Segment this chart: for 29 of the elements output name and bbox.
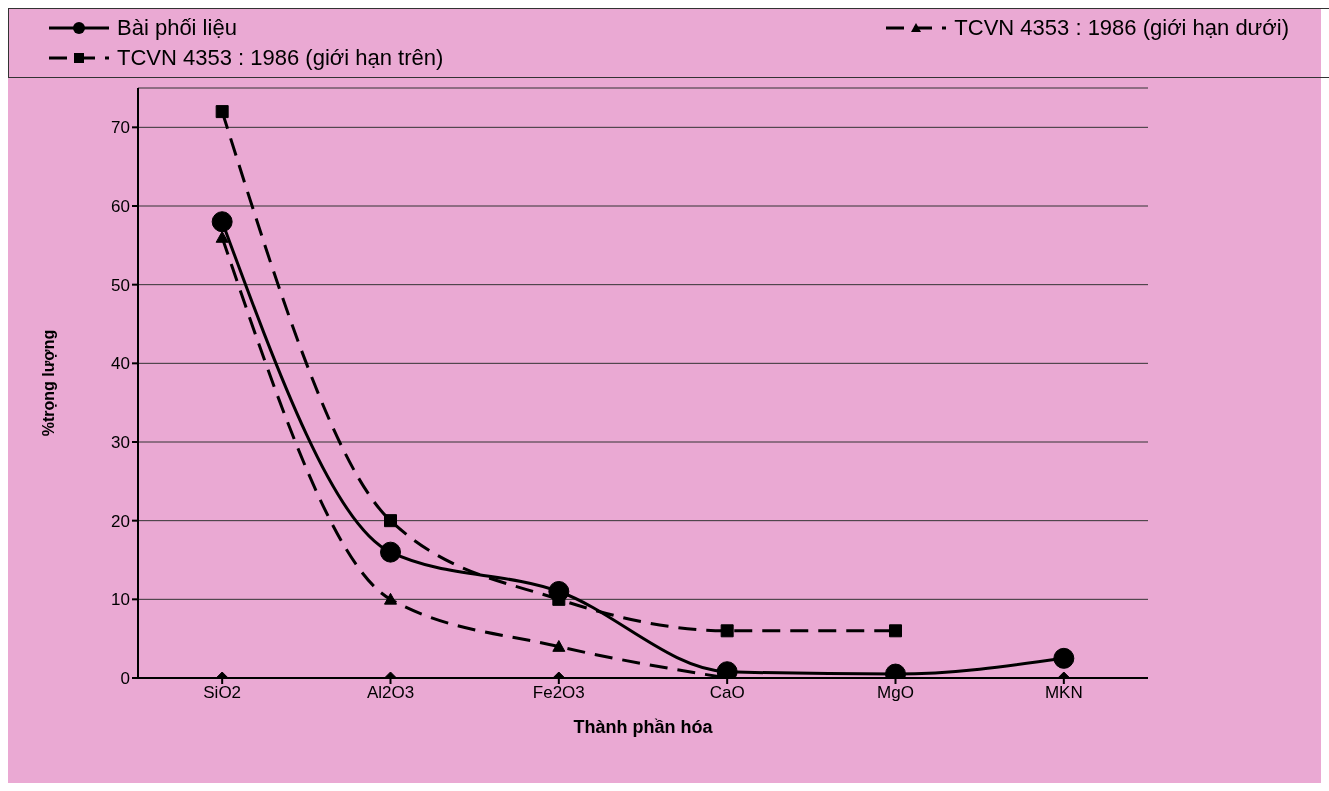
point bbox=[384, 592, 397, 605]
point bbox=[1053, 647, 1075, 669]
point bbox=[889, 624, 902, 638]
point bbox=[552, 640, 566, 652]
y-tick-label: 50 bbox=[111, 275, 130, 295]
y-tick-label: 0 bbox=[120, 669, 130, 689]
x-axis-title: Thành phần hóa bbox=[573, 717, 714, 737]
y-tick-label: 60 bbox=[111, 197, 130, 217]
y-tick-label: 10 bbox=[111, 590, 130, 610]
point bbox=[384, 514, 397, 528]
y-tick-label: 30 bbox=[111, 433, 130, 453]
y-tick-label: 20 bbox=[111, 511, 130, 531]
y-tick-label: 70 bbox=[111, 118, 130, 138]
point bbox=[720, 624, 734, 638]
x-tick-label: MgO bbox=[877, 683, 914, 703]
point bbox=[211, 211, 233, 233]
legend-label: TCVN 4353 : 1986 (giới hạn trên) bbox=[117, 45, 444, 71]
x-tick-label: CaO bbox=[709, 683, 745, 703]
point bbox=[215, 230, 229, 243]
y-axis-title: %trọng lượng bbox=[39, 329, 57, 437]
legend-label: Bài phối liệu bbox=[117, 15, 237, 41]
x-tick-label: MKN bbox=[1044, 683, 1083, 703]
y-tick-label: 40 bbox=[111, 354, 130, 374]
point bbox=[380, 541, 401, 563]
legend-label: TCVN 4353 : 1986 (giới hạn dưới) bbox=[954, 15, 1289, 41]
x-tick-label: SiO2 bbox=[203, 683, 242, 703]
x-tick-label: Al2O3 bbox=[366, 683, 415, 703]
point bbox=[215, 105, 229, 119]
x-tick-label: Fe2O3 bbox=[532, 683, 585, 703]
